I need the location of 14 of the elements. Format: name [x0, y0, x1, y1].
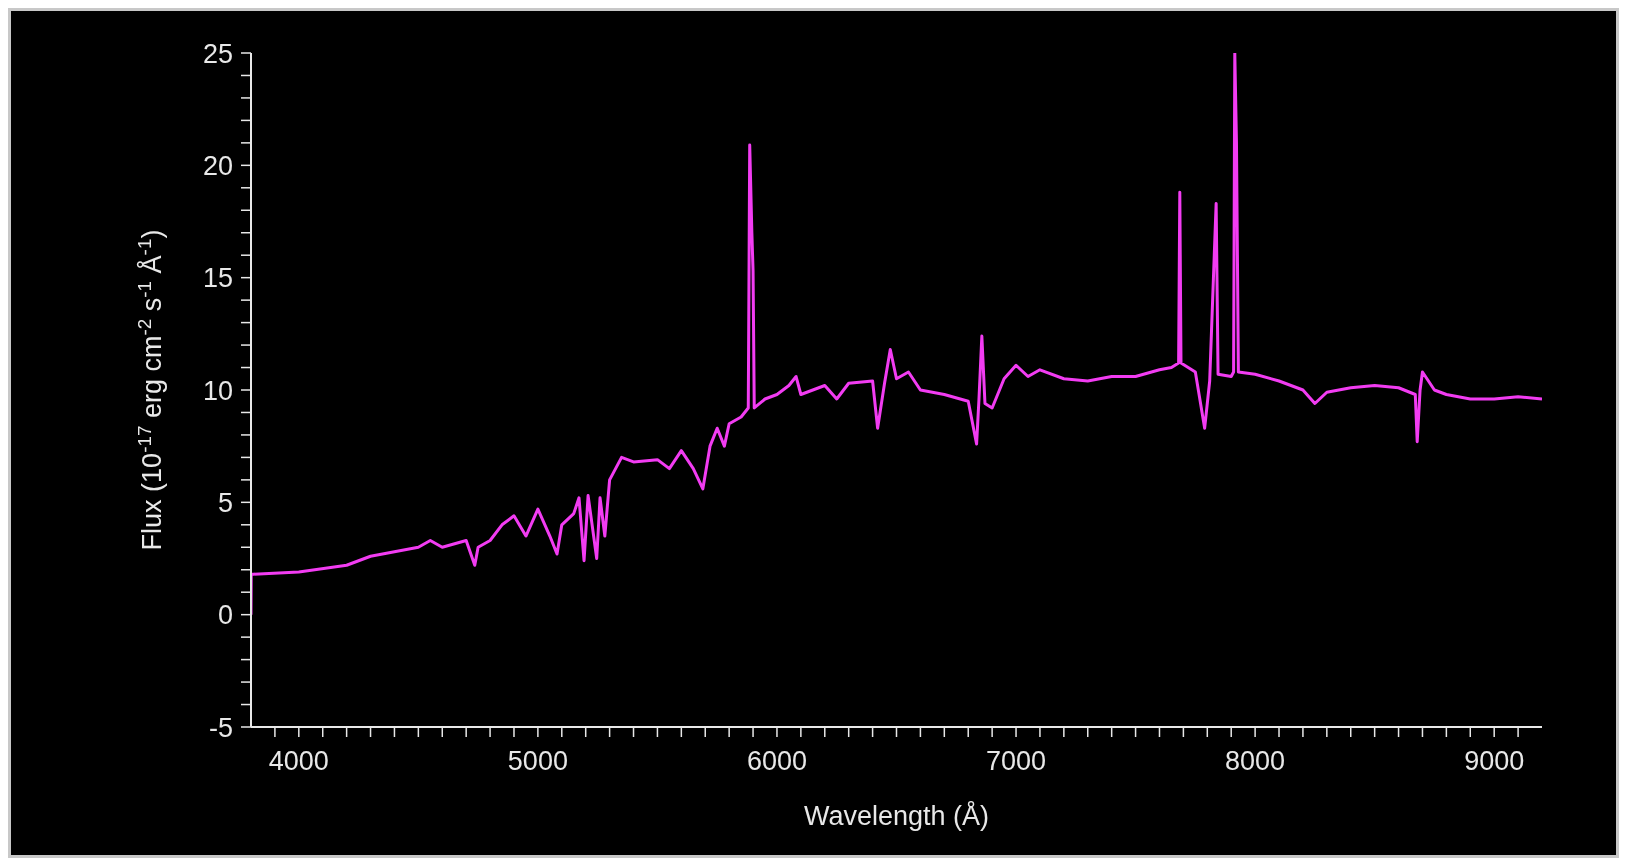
- x-tick-label: 5000: [507, 746, 568, 777]
- x-axis-title: Wavelength (Å): [803, 800, 990, 831]
- x-tick-label: 8000: [1225, 746, 1286, 777]
- y-tick-label: 20: [202, 150, 233, 181]
- y-tick-label: -5: [208, 712, 233, 743]
- y-tick-label: 15: [202, 263, 233, 294]
- y-tick-label: 0: [217, 600, 233, 631]
- x-tick-label: 4000: [268, 746, 329, 777]
- x-tick-label: 7000: [986, 746, 1047, 777]
- y-tick-label: 25: [202, 38, 233, 69]
- x-tick-label: 6000: [746, 746, 807, 777]
- y-tick-label: 5: [217, 487, 233, 518]
- y-tick-label: 10: [202, 375, 233, 406]
- x-tick-label: 9000: [1464, 746, 1525, 777]
